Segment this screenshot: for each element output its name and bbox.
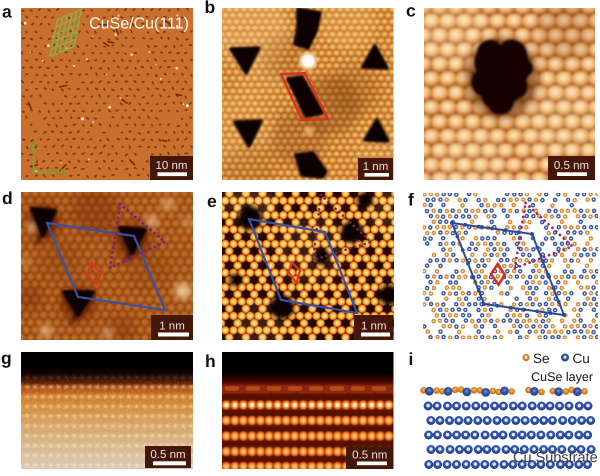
svg-text:i: i [409,349,414,369]
svg-text:0.5 nm: 0.5 nm [554,160,589,172]
svg-text:0.5 nm: 0.5 nm [352,449,387,461]
svg-text:CuSe/Cu(111): CuSe/Cu(111) [89,16,189,33]
svg-text:f: f [408,190,414,210]
svg-text:CuSe layer: CuSe layer [531,370,593,384]
svg-text:0.5 nm: 0.5 nm [150,449,185,461]
svg-text:Se: Se [533,351,550,366]
svg-text:1 nm: 1 nm [361,320,387,332]
svg-text:a: a [2,2,12,22]
svg-text:1 nm: 1 nm [159,320,185,332]
svg-text:b: b [60,167,66,179]
svg-text:h: h [205,351,216,371]
svg-text:b: b [205,0,216,17]
svg-text:a: a [29,141,35,152]
svg-text:c: c [406,1,416,21]
svg-text:Cu: Cu [573,351,590,366]
svg-text:g: g [1,348,12,368]
svg-text:1 nm: 1 nm [363,161,389,173]
svg-text:Cu Substrate: Cu Substrate [513,450,598,466]
svg-text:10 nm: 10 nm [156,160,188,172]
svg-text:e: e [207,191,217,211]
svg-text:d: d [2,188,13,208]
